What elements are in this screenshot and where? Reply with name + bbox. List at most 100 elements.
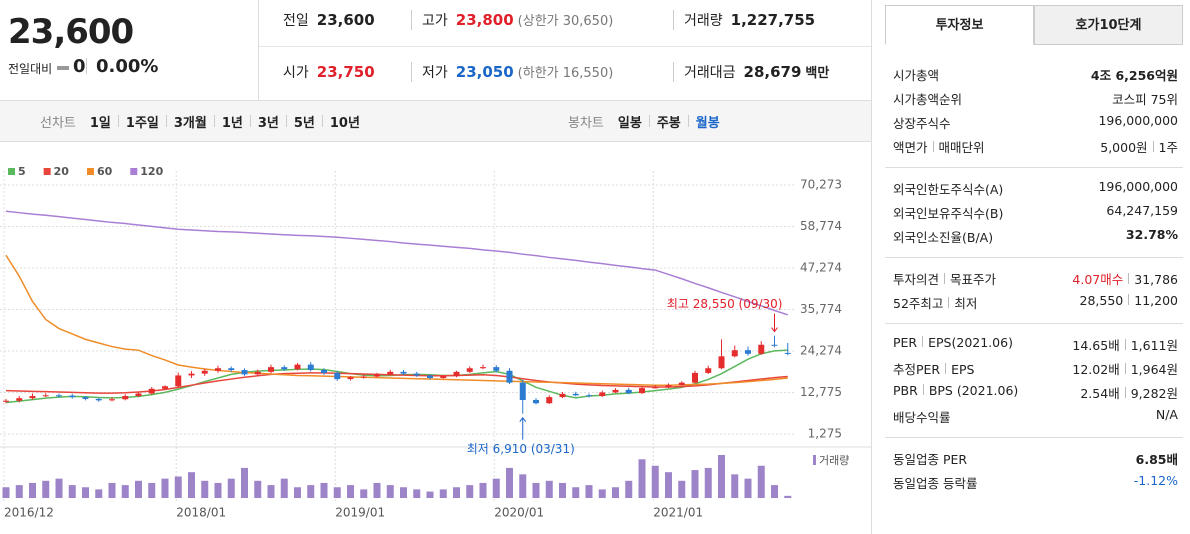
separator [948,297,950,308]
volume-bar [267,485,275,498]
info-panel: 투자정보 호가10단계 시가총액 4조 6,256억원 시가총액순위 코스피 75위 상장주… [885,5,1185,530]
volume-bar [479,482,487,498]
stat-label: 전일 [283,13,309,29]
value-text: 12.02배 [1072,362,1120,377]
info-label: 동일업종 PER [893,449,967,468]
candle-body [652,387,659,389]
period-option[interactable]: 1주일 [125,116,159,131]
volume-bar [29,482,36,498]
separator [944,273,946,284]
candle-body [771,344,778,346]
change-label: 전일대비 [8,62,53,76]
label-text: EPS [951,362,975,377]
volume-bar [68,485,76,498]
tab[interactable]: 호가10단계 [1034,5,1183,45]
candle-body [307,364,314,371]
stat-value: 23,750 [316,63,375,81]
value-text: 1주 [1158,140,1178,155]
chart-type: 봉차트 일봉 주봉 월봉 [568,112,720,131]
volume-bar [82,487,89,498]
volume-bar [174,476,182,498]
period-option[interactable]: 10년 [329,116,360,131]
candle-body [519,382,526,400]
volume-bar [15,485,23,498]
label-text: 외국인소진율(B/A) [893,230,994,245]
volume-bar [691,470,699,498]
volume-bar [413,489,421,498]
value-text: N/A [1155,407,1178,422]
candle-body [533,399,539,404]
info-label: PER EPS(2021.06) [893,335,1013,350]
value-text: 4조 6,256억원 [1090,68,1178,83]
divider [871,0,872,534]
candle-body [215,368,221,371]
volume-bar [545,480,553,498]
period-option[interactable]: 1년 [221,116,243,131]
label-text: 투자의견 [893,272,940,287]
candle-body [453,371,460,377]
info-label: 52주최고 최저 [893,293,977,312]
candle-body [586,395,592,397]
volume-bar [320,482,328,498]
y-tick-label: 12,775 [800,385,842,399]
period-option[interactable]: 월봉 [695,116,720,131]
stat: 시가 23,750 [283,62,375,82]
candle-body [731,350,738,357]
value-text: 31,786 [1134,272,1178,287]
label-text: 동일업종 PER [893,452,968,467]
candle-body [162,386,168,389]
info-value: 196,000,000 [1098,179,1178,194]
info-label: 배당수익률 [893,407,951,426]
candle-body [678,382,685,386]
x-tick-label: 2018/01 [176,506,226,520]
separator [922,336,924,347]
separator [1124,339,1126,350]
volume-bar [42,480,50,498]
period-option[interactable]: 5년 [293,116,315,131]
separator [648,115,650,127]
volume-bar [784,495,792,498]
separator [932,141,934,152]
info-label: 외국인보유주식수(B) [893,203,1003,222]
candle-body [281,367,288,370]
ma-line [5,349,788,404]
volume-bar [771,485,778,498]
period-option[interactable]: 3년 [257,116,279,131]
y-tick-label: 58,774 [800,219,842,233]
volume-bar [453,487,460,498]
separator [285,115,287,127]
chart: 1,275 12,775 24,274 35,774 47,274 58,774 70,27… [0,165,871,520]
separator [165,115,167,127]
label-text: BPS (2021.06) [928,383,1019,398]
volume-bar [651,465,659,498]
candle-body [268,367,274,372]
period-option[interactable]: 3개월 [173,116,207,131]
value-text: 11,200 [1134,293,1178,308]
info-label: PBR BPS (2021.06) [893,383,1018,398]
arrow [771,313,778,333]
stat: 전일 23,600 [283,10,375,30]
volume-bar [585,485,593,498]
volume-bar [373,482,381,498]
label-text: EPS(2021.06) [928,335,1013,350]
legend-swatch [130,168,138,175]
price-box: 23,600 전일대비 0 0.00% [0,0,259,101]
legend-swatch [8,168,15,175]
candle-body [705,368,712,373]
info-value: 32.78% [1126,227,1178,242]
period-option[interactable]: 일봉 [617,116,642,131]
volume-bar [135,480,142,498]
x-tick-label: 2020/01 [494,506,544,520]
stat-note: (상한가 30,650) [517,14,614,29]
period-option[interactable]: 1일 [89,116,111,131]
stat-value: 23,800 [455,11,514,29]
volume-bar [492,478,500,498]
value-text: 6.85배 [1135,452,1178,467]
candle-body [3,400,9,402]
period-option[interactable]: 주봉 [656,116,681,131]
volume-bar [188,472,195,498]
volume-bar [307,485,315,498]
candle-body [625,389,632,394]
tab[interactable]: 투자정보 [885,5,1034,45]
info-value: N/A [1156,407,1178,422]
